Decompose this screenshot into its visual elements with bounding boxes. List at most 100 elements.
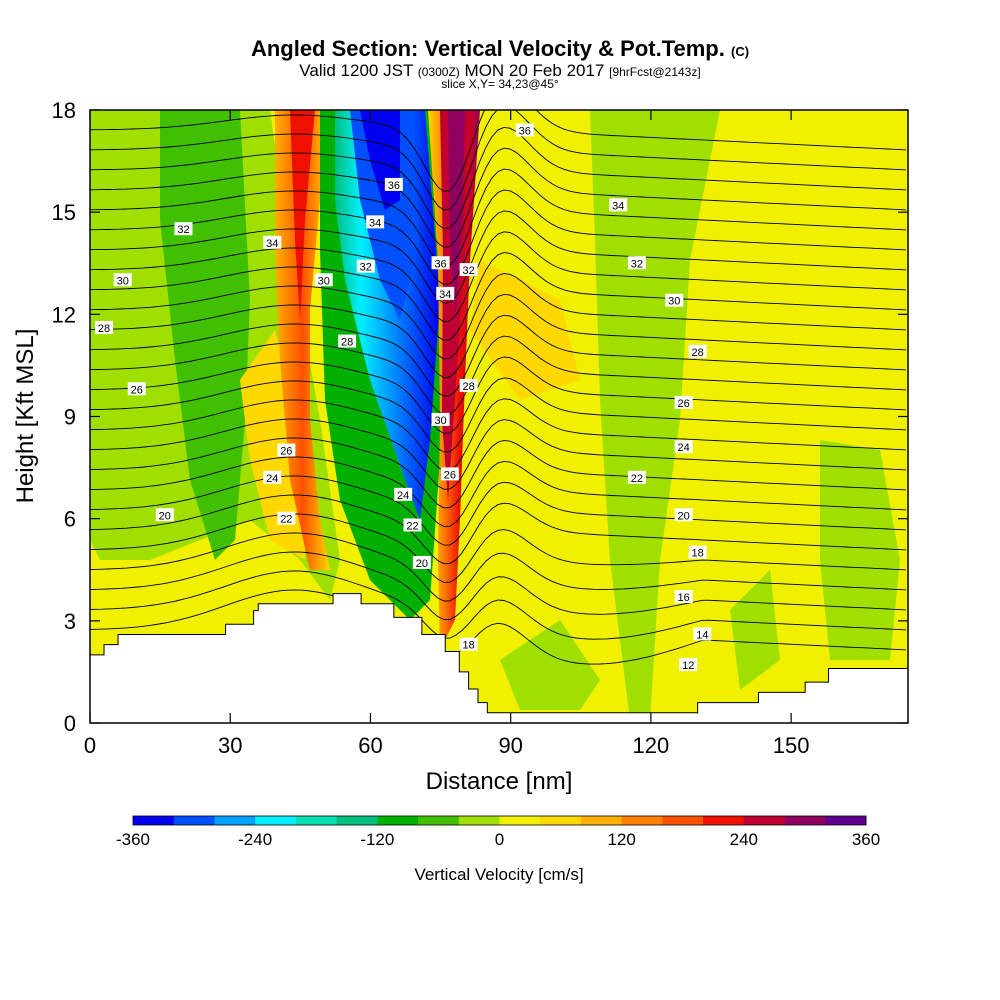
isentrope-label-bg — [436, 286, 455, 300]
isentrope-label-bg — [394, 487, 413, 501]
isentrope-line — [90, 475, 907, 546]
slice-info: slice X,Y= 34,23@45° — [441, 77, 559, 91]
x-tick-label: 150 — [773, 733, 810, 758]
isentrope-label-bg — [688, 545, 707, 559]
isentrope-label: 26 — [678, 398, 690, 410]
isentrope-label-bg — [609, 198, 628, 212]
isentrope-label: 22 — [631, 473, 643, 485]
field-region-updraft-west-core — [290, 110, 315, 320]
valid-zulu: (0300Z) — [417, 65, 460, 79]
isentrope-label-bg — [674, 508, 693, 522]
isentrope-label: 28 — [98, 323, 110, 335]
isentrope-label-bg — [674, 395, 693, 409]
isentrope-line — [90, 210, 907, 304]
isentrope-label-bg — [693, 627, 712, 641]
isentrope-label: 30 — [117, 275, 129, 287]
isentrope-label-bg — [277, 443, 296, 457]
isentrope-label: 32 — [462, 265, 474, 277]
isentrope-line — [90, 532, 907, 602]
chart-title: Angled Section: Vertical Velocity & Pot.… — [0, 36, 1000, 62]
isentrope-label-bg — [314, 273, 333, 287]
valid-date: MON 20 Feb 2017 — [464, 61, 605, 80]
isentrope-line — [90, 168, 907, 267]
isentrope-label-bg — [674, 589, 693, 603]
isentrope-line — [90, 513, 907, 583]
colorbar-swatch — [458, 816, 500, 825]
isentrope-line — [90, 335, 907, 416]
field-region-neutral-east — [820, 110, 908, 440]
isentrope-line — [90, 110, 907, 192]
colorbar-swatch — [133, 816, 175, 825]
isentrope-label-bg — [403, 518, 422, 532]
isentrope-label-bg — [459, 637, 478, 651]
colorbar-swatch — [377, 816, 419, 825]
isentrope-label-bg — [366, 215, 385, 229]
isentrope-label-bg — [155, 508, 174, 522]
colorbar-swatch — [173, 816, 215, 825]
isentrope-label-bg — [515, 123, 534, 137]
isentrope-label-bg — [665, 293, 684, 307]
colorbar-swatch — [540, 816, 582, 825]
isentrope-label-bg — [679, 658, 698, 672]
x-axis-title: Distance [nm] — [426, 768, 573, 795]
colorbar-swatch — [784, 816, 826, 825]
isentrope-label-bg — [277, 511, 296, 525]
colorbar-tick-label: 240 — [730, 830, 758, 849]
isentrope-label: 34 — [439, 289, 451, 301]
colorbar-tick-label: 0 — [495, 830, 504, 849]
isentrope-label: 18 — [692, 548, 704, 560]
isentrope-label: 30 — [668, 296, 680, 308]
isentrope-label: 14 — [696, 629, 708, 641]
isentrope-label: 34 — [369, 217, 381, 229]
isentrope-line — [90, 147, 907, 248]
colorbar-swatch — [825, 816, 867, 825]
isentrope-line — [90, 189, 907, 285]
isentrope-line — [90, 398, 907, 472]
colorbar: -360 -240 -120 0 120 240 360 — [116, 815, 880, 849]
isentrope-label: 20 — [416, 558, 428, 570]
isentrope-label: 22 — [406, 520, 418, 532]
isentrope-label-bg — [627, 256, 646, 270]
isentrope-label: 36 — [388, 180, 400, 192]
forecast-tag: [9hrFcst@2143z] — [609, 65, 701, 79]
isentrope-line — [90, 377, 907, 453]
isentrope-label-bg — [688, 344, 707, 358]
y-axis-title: Height [Kft MSL] — [12, 329, 39, 504]
isentrope-label-bg — [95, 320, 114, 334]
colorbar-swatch — [255, 816, 297, 825]
x-tick-label: 30 — [218, 733, 242, 758]
isentrope-label-bg — [384, 177, 403, 191]
valid-time: Valid 1200 JST — [299, 61, 414, 80]
isentrope-label: 30 — [434, 415, 446, 427]
isentrope-label: 32 — [177, 224, 189, 236]
colorbar-tick-label: -120 — [360, 830, 394, 849]
colorbar-tick-label: 120 — [607, 830, 635, 849]
isentrope-label-bg — [127, 382, 146, 396]
colorbar-title: Vertical Velocity [cm/s] — [414, 865, 583, 884]
isentrope-line — [90, 252, 907, 341]
isentrope-line — [90, 418, 907, 490]
isentrope-label-bg — [431, 256, 450, 270]
isentrope-label-bg — [459, 263, 478, 277]
isentrope-label: 26 — [444, 469, 456, 481]
colorbar-tick-label: -240 — [238, 830, 272, 849]
isentrope-line — [90, 110, 907, 211]
x-tick-label: 0 — [84, 733, 96, 758]
y-tick-label: 12 — [52, 302, 76, 327]
isentrope-label: 26 — [131, 384, 143, 396]
isentrope-label: 32 — [360, 262, 372, 274]
isentrope-label: 24 — [266, 473, 278, 485]
colorbar-tick-label: -360 — [116, 830, 150, 849]
x-tick-label: 60 — [358, 733, 382, 758]
isentrope-line — [90, 570, 907, 640]
isentrope-label: 36 — [434, 258, 446, 270]
colorbar-swatch — [621, 816, 663, 825]
isentrope-label: 20 — [678, 510, 690, 522]
isentrope-label-bg — [356, 259, 375, 273]
isentrope-label: 24 — [397, 490, 409, 502]
y-tick-label: 9 — [64, 405, 76, 430]
isentrope-line — [90, 273, 907, 360]
velocity-field: 36 34 32 30 28 26 24 22 20 18 16 14 12 32 34 30 28 26 30 28… — [90, 110, 908, 723]
isentrope-label: 34 — [612, 200, 624, 212]
